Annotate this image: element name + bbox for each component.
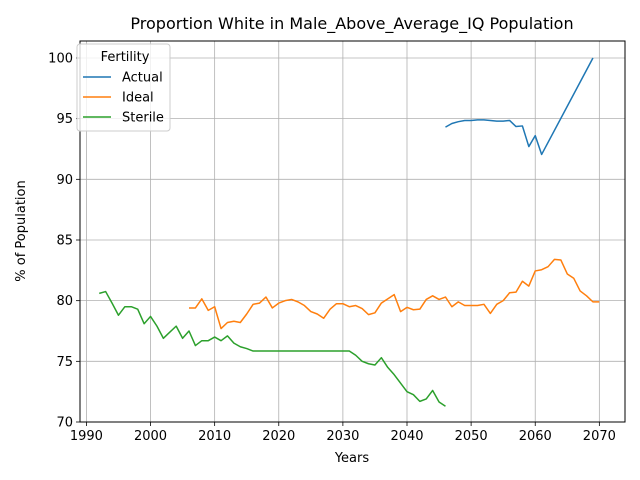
x-tick-label: 2060 — [519, 429, 552, 444]
chart-title: Proportion White in Male_Above_Average_I… — [130, 14, 573, 34]
x-tick-label: 2010 — [198, 429, 231, 444]
series-line-sterile — [99, 290, 446, 407]
plot-frame — [79, 40, 626, 423]
y-tick-label: 85 — [56, 233, 73, 248]
y-tick-label: 90 — [56, 173, 73, 188]
x-axis: 1990 2000 2010 2020 2030 2040 2050 2060 2070 — [70, 422, 616, 444]
legend-label-actual: Actual — [122, 71, 163, 86]
legend-title: Fertility — [101, 50, 150, 65]
legend-label-sterile: Sterile — [122, 111, 164, 126]
x-tick-label: 2050 — [455, 429, 488, 444]
series-line-actual — [445, 57, 594, 156]
y-tick-label: 100 — [48, 51, 73, 66]
x-tick-label: 2040 — [390, 429, 423, 444]
y-axis: 70 75 80 85 90 95 100 — [48, 51, 80, 431]
x-tick-label: 2020 — [262, 429, 295, 444]
legend-box — [76, 43, 171, 132]
legend-label-ideal: Ideal — [122, 91, 154, 106]
x-tick-label: 2030 — [326, 429, 359, 444]
x-tick-label: 2070 — [583, 429, 616, 444]
y-tick-label: 95 — [56, 112, 73, 127]
x-tick-label: 1990 — [70, 429, 103, 444]
legend-items: Actual Ideal Sterile — [83, 71, 164, 126]
y-axis-label: % of Population — [14, 180, 29, 281]
series-line-ideal — [189, 258, 600, 330]
y-tick-label: 80 — [56, 294, 73, 309]
x-tick-label: 2000 — [134, 429, 167, 444]
legend: Fertility Actual Ideal Sterile — [76, 43, 171, 132]
series-layer — [99, 57, 600, 407]
y-tick-label: 75 — [56, 355, 73, 370]
y-tick-label: 70 — [56, 416, 73, 431]
x-axis-label: Years — [334, 451, 370, 466]
